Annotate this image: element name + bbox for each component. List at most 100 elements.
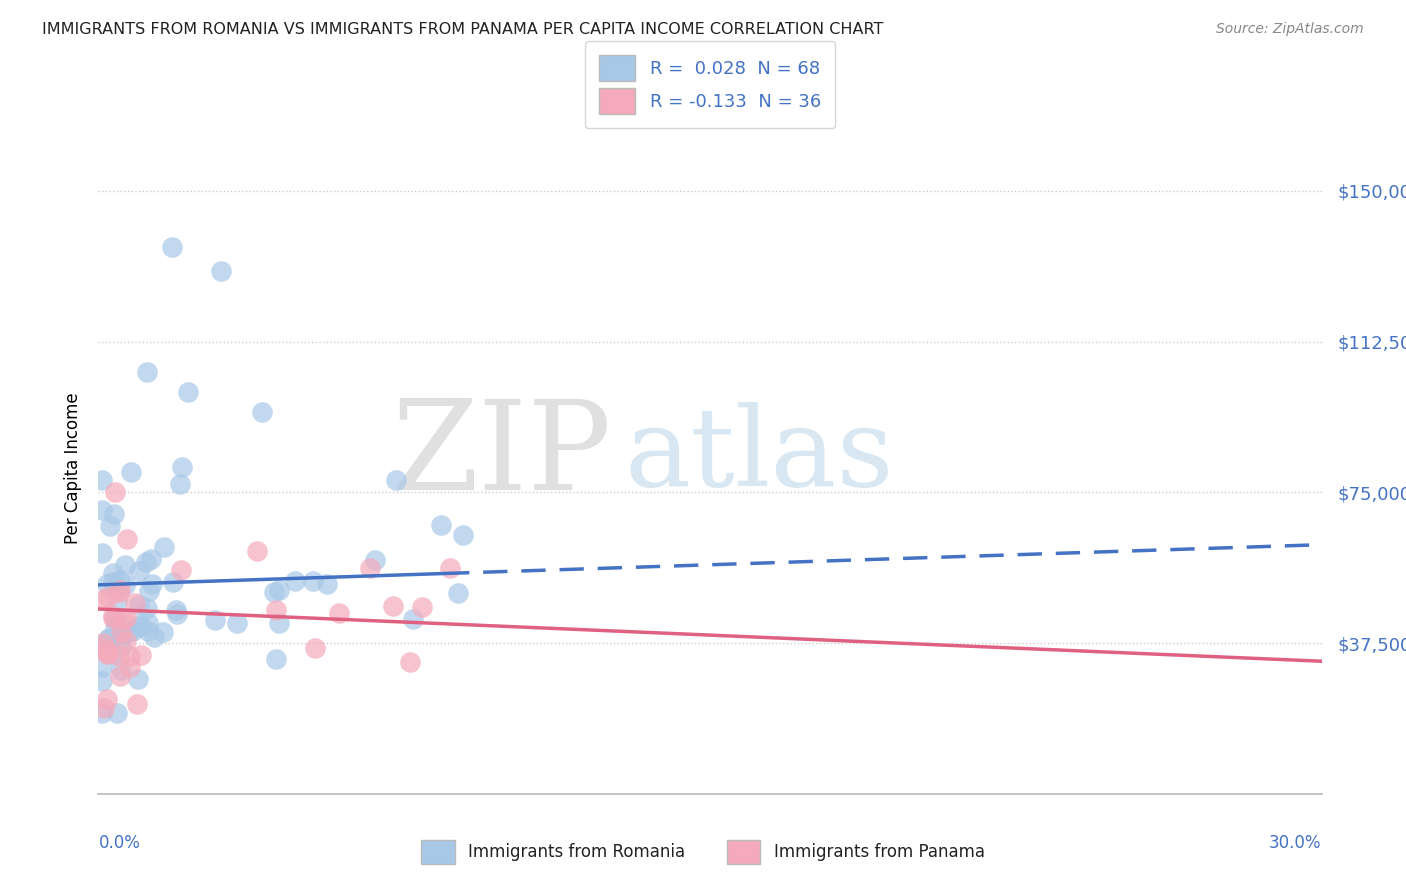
Point — [153, 540, 176, 554]
Point — [136, 615, 159, 630]
Point — [97, 590, 120, 604]
Point — [101, 611, 124, 625]
Point — [382, 599, 405, 614]
Point — [108, 573, 131, 587]
Point — [91, 706, 114, 721]
Point — [96, 691, 118, 706]
Point — [385, 474, 408, 488]
Text: 0.0%: 0.0% — [98, 834, 141, 852]
Point — [91, 546, 114, 560]
Point — [96, 577, 118, 591]
Point — [152, 625, 174, 640]
Point — [166, 607, 188, 622]
Point — [451, 528, 474, 542]
Point — [128, 565, 150, 579]
Legend: R =  0.028  N = 68, R = -0.133  N = 36: R = 0.028 N = 68, R = -0.133 N = 36 — [585, 41, 835, 128]
Point — [114, 578, 136, 592]
Point — [108, 648, 131, 663]
Point — [121, 624, 143, 638]
Text: IMMIGRANTS FROM ROMANIA VS IMMIGRANTS FROM PANAMA PER CAPITA INCOME CORRELATION : IMMIGRANTS FROM ROMANIA VS IMMIGRANTS FR… — [42, 22, 883, 37]
Point — [209, 264, 232, 278]
Point — [105, 706, 128, 721]
Point — [162, 574, 184, 589]
Point — [267, 616, 290, 631]
Point — [328, 606, 350, 620]
Point — [96, 647, 118, 661]
Point — [170, 564, 193, 578]
Text: 30.0%: 30.0% — [1270, 834, 1322, 852]
Point — [118, 624, 141, 638]
Point — [93, 700, 115, 714]
Point — [267, 583, 290, 598]
Point — [110, 624, 132, 639]
Point — [91, 674, 114, 689]
Point — [165, 603, 187, 617]
Point — [124, 596, 146, 610]
Point — [98, 631, 121, 645]
Point — [97, 642, 120, 657]
Point — [141, 576, 163, 591]
Point — [160, 240, 183, 254]
Point — [143, 630, 166, 644]
Point — [302, 574, 325, 588]
Point — [204, 613, 226, 627]
Point — [170, 459, 193, 474]
Point — [91, 473, 114, 487]
Point — [316, 576, 339, 591]
Point — [359, 561, 381, 575]
Point — [115, 533, 138, 547]
Point — [129, 648, 152, 662]
Point — [103, 507, 125, 521]
Point — [91, 503, 114, 517]
Point — [139, 551, 162, 566]
Point — [439, 560, 461, 574]
Point — [115, 634, 138, 648]
Point — [128, 598, 150, 612]
Point — [91, 638, 114, 652]
Point — [169, 476, 191, 491]
Point — [250, 405, 273, 419]
Point — [127, 698, 149, 712]
Point — [430, 518, 453, 533]
Point — [104, 612, 127, 626]
Point — [177, 384, 200, 399]
Point — [101, 574, 124, 589]
Point — [363, 553, 385, 567]
Point — [398, 655, 420, 669]
Point — [128, 617, 150, 632]
Point — [115, 610, 138, 624]
Point — [91, 636, 114, 650]
Point — [101, 609, 124, 624]
Point — [120, 466, 142, 480]
Point — [91, 641, 114, 656]
Point — [411, 599, 433, 614]
Point — [110, 639, 132, 653]
Text: Source: ZipAtlas.com: Source: ZipAtlas.com — [1216, 22, 1364, 37]
Point — [114, 558, 136, 572]
Point — [136, 601, 159, 615]
Point — [93, 592, 115, 607]
Point — [135, 555, 157, 569]
Point — [138, 583, 160, 598]
Point — [402, 612, 425, 626]
Point — [108, 582, 131, 597]
Text: atlas: atlas — [624, 401, 894, 508]
Point — [98, 519, 121, 533]
Point — [110, 669, 132, 683]
Legend: Immigrants from Romania, Immigrants from Panama: Immigrants from Romania, Immigrants from… — [415, 833, 991, 871]
Point — [110, 663, 132, 677]
Point — [104, 485, 127, 500]
Point — [136, 624, 159, 638]
Text: ZIP: ZIP — [392, 395, 612, 516]
Point — [120, 648, 142, 663]
Point — [447, 586, 470, 600]
Point — [225, 615, 247, 630]
Point — [101, 566, 124, 580]
Point — [108, 585, 131, 599]
Point — [304, 640, 326, 655]
Point — [264, 603, 287, 617]
Point — [91, 659, 114, 673]
Point — [105, 594, 128, 608]
Point — [284, 574, 307, 588]
Y-axis label: Per Capita Income: Per Capita Income — [63, 392, 82, 544]
